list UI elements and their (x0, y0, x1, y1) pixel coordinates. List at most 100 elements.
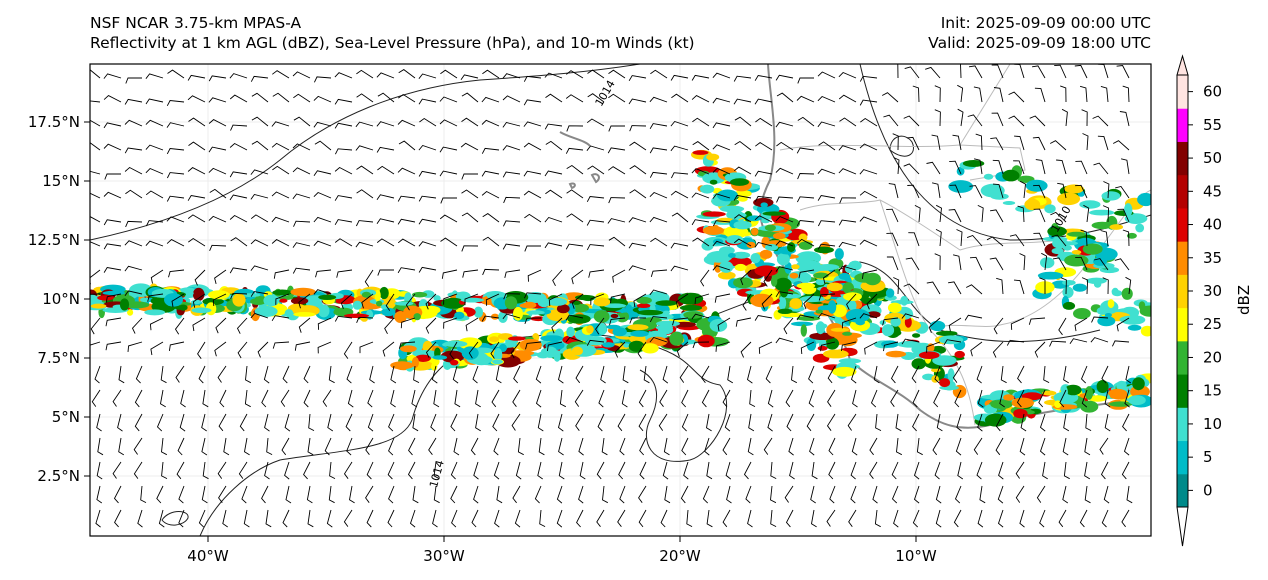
echo-cell (657, 325, 674, 335)
wind-barb (251, 116, 269, 127)
wind-barb (236, 317, 248, 334)
echo-cell (815, 264, 840, 271)
wind-barb (936, 413, 943, 432)
echo-cell (450, 359, 459, 366)
echo-cell (491, 313, 499, 320)
echo-cell (879, 320, 886, 325)
wind-barb (315, 269, 332, 278)
lat-tick-label: 2.5°N (37, 467, 80, 485)
echo-cell (866, 311, 881, 318)
wind-barb (313, 121, 332, 128)
wind-barb (796, 238, 815, 247)
wind-barb (852, 389, 858, 408)
wind-barb (712, 97, 731, 104)
wind-barb (272, 165, 290, 175)
colorbar-swatch (1177, 241, 1188, 275)
colorbar-swatch (1177, 207, 1188, 242)
wind-barb (412, 485, 419, 504)
echo-cell (637, 309, 664, 316)
echo-cell (1082, 243, 1103, 255)
wind-barb (243, 509, 250, 528)
wind-barb (556, 509, 563, 528)
wind-barb (188, 141, 206, 151)
wind-barb (208, 119, 227, 127)
wind-barb (347, 389, 354, 408)
wind-barb (629, 317, 647, 324)
wind-barb (859, 99, 878, 106)
wind-barb (608, 69, 626, 79)
echo-cell (814, 246, 834, 254)
wind-barb (180, 389, 186, 408)
wind-barb (717, 317, 731, 332)
wind-barb (125, 189, 143, 199)
longitude-axis: 40°W 30°W 20°W 10°W (187, 536, 937, 565)
lat-tick-label: 12.5°N (28, 231, 80, 249)
wind-barb (617, 413, 626, 432)
colorbar-tick-label: 25 (1203, 315, 1222, 333)
wind-barb (326, 509, 333, 528)
wind-barb (161, 461, 168, 480)
wind-barb (222, 509, 228, 528)
wind-barb (534, 485, 542, 504)
wind-barb (998, 461, 1004, 480)
wind-barb (514, 509, 521, 528)
wind-barb (91, 389, 101, 407)
wind-barb (949, 184, 962, 199)
echo-cell (254, 305, 278, 317)
wind-barb (659, 389, 668, 407)
echo-cell (250, 298, 267, 305)
wind-barb (1043, 365, 1050, 384)
wind-barb (293, 220, 311, 227)
wind-barb (969, 256, 983, 271)
echo-cell (394, 301, 414, 306)
wind-barb (223, 437, 230, 456)
wind-barb (450, 461, 458, 480)
echo-cell (603, 303, 627, 309)
wind-barb (502, 171, 521, 178)
wind-barb (619, 437, 626, 456)
echo-cell (540, 335, 564, 342)
wind-barb (796, 314, 815, 321)
wind-barb (1100, 461, 1109, 480)
country-borders (779, 64, 1151, 426)
wind-barb (638, 389, 647, 408)
wind-barb (418, 73, 437, 79)
echo-cell (728, 253, 736, 258)
wind-barb (285, 485, 292, 504)
echo-cell (1135, 223, 1145, 233)
wind-barb (683, 461, 689, 480)
wind-barb (178, 485, 185, 504)
wind-barb (355, 220, 374, 227)
echo-cell (526, 310, 545, 315)
wind-barb (125, 220, 143, 228)
echo-cell (717, 189, 738, 202)
wind-barb (1054, 64, 1067, 79)
wind-barb (166, 122, 185, 128)
wind-barb (275, 293, 290, 305)
wind-barb (827, 365, 836, 384)
echo-cell (702, 226, 725, 235)
echo-cell (815, 309, 823, 314)
wind-barb (133, 437, 143, 455)
wind-barb (1101, 509, 1109, 528)
wind-barb (425, 341, 437, 358)
wind-barb (912, 85, 920, 103)
wind-barb (869, 437, 878, 456)
echo-cell (1116, 380, 1127, 391)
wind-barb (692, 141, 710, 151)
echo-cell (678, 292, 704, 305)
wind-barb (545, 93, 563, 103)
wind-barb (461, 92, 479, 103)
wind-barb (418, 218, 437, 225)
wind-barb (956, 413, 962, 432)
wind-barb (609, 317, 626, 326)
wind-barb (1020, 413, 1027, 432)
wind-barb (251, 140, 269, 151)
wind-barb (413, 365, 420, 384)
echo-cell (352, 300, 363, 310)
wind-barb (282, 509, 290, 528)
wind-barb (870, 389, 878, 408)
echo-cell (815, 321, 826, 335)
wind-barb (359, 341, 374, 354)
colorbar-label: dBZ (1235, 285, 1253, 315)
